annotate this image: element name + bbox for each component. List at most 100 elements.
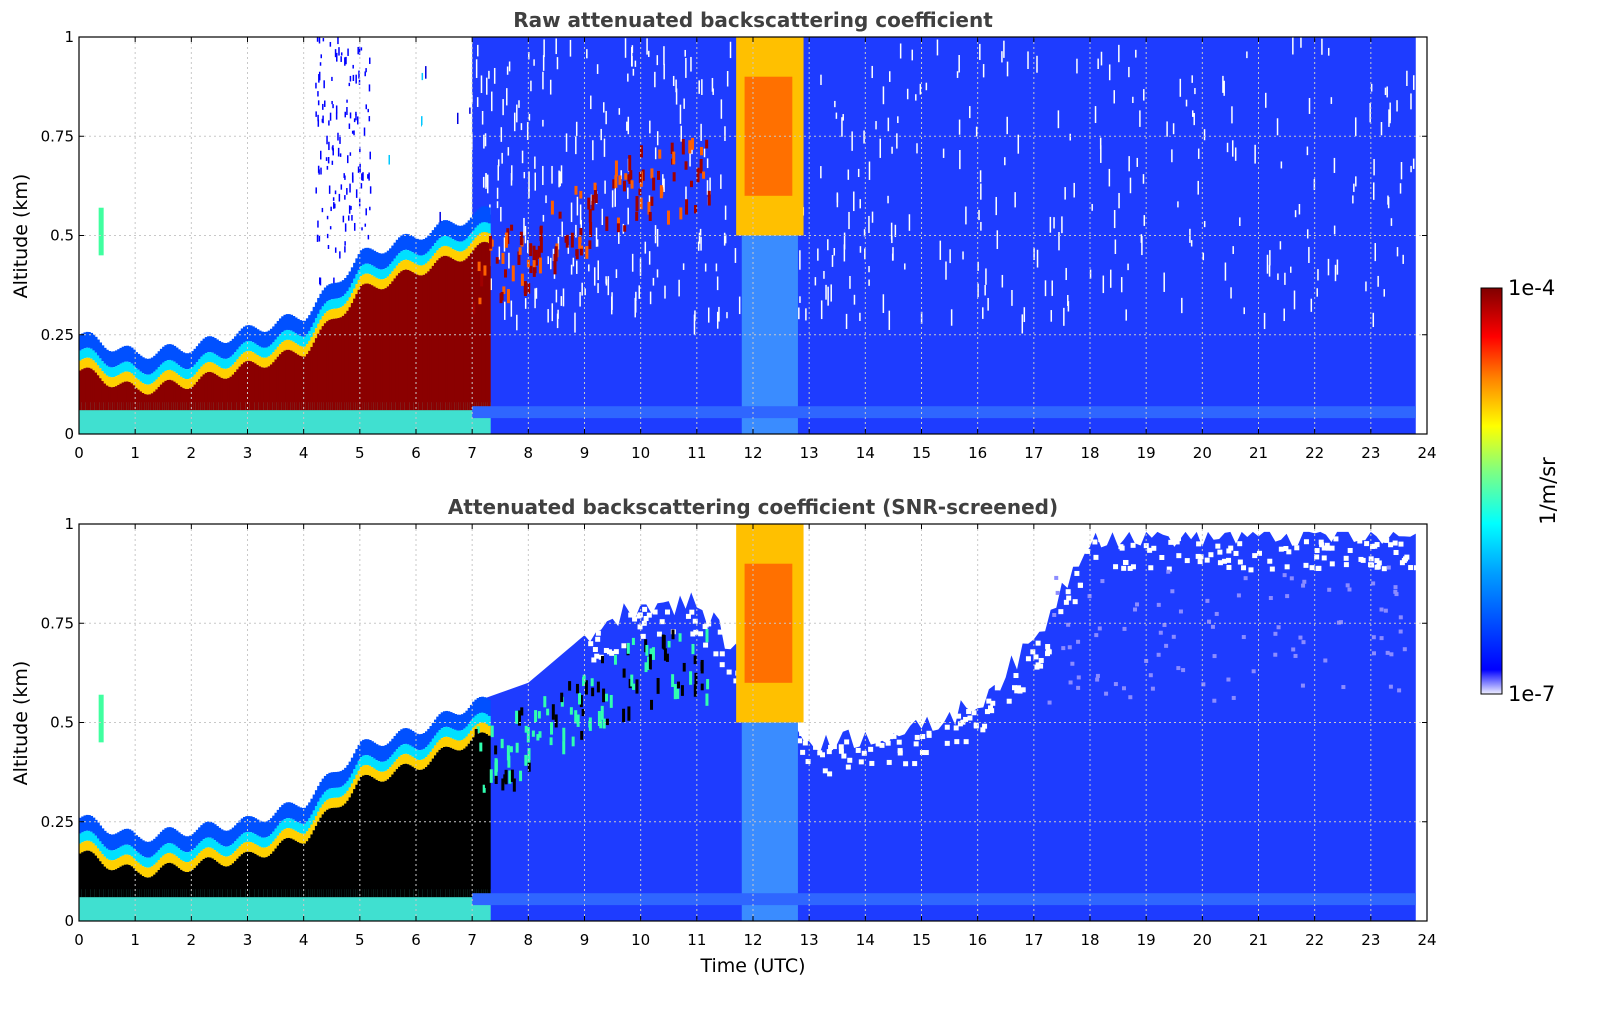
layer-edge bbox=[195, 845, 199, 856]
noise-gap bbox=[605, 276, 607, 284]
layer-edge bbox=[321, 290, 325, 307]
near-surface-signal bbox=[346, 402, 350, 434]
layer-edge bbox=[283, 829, 287, 839]
near-surface-signal bbox=[173, 402, 177, 434]
layer-edge bbox=[373, 768, 377, 779]
layer-edge bbox=[101, 854, 105, 865]
screened-edge-gap bbox=[984, 709, 990, 715]
noise-speck bbox=[353, 118, 356, 123]
near-surface-signal bbox=[305, 402, 309, 434]
noise-gap bbox=[892, 247, 894, 261]
screened-edge-gap bbox=[1283, 546, 1289, 552]
layer-edge bbox=[305, 821, 309, 832]
near-surface-signal bbox=[382, 402, 386, 434]
noise-gap bbox=[1333, 157, 1336, 173]
near-surface-signal bbox=[348, 402, 352, 434]
layer-edge bbox=[328, 284, 332, 300]
layer-edge bbox=[472, 727, 475, 738]
layer-edge bbox=[168, 827, 172, 843]
aerosol-layer-core bbox=[139, 874, 143, 898]
screened-weak-speck bbox=[1104, 691, 1109, 696]
screened-weak-speck bbox=[1293, 653, 1298, 658]
screened-edge-gap bbox=[845, 764, 851, 770]
layer-edge bbox=[180, 834, 183, 850]
near-surface-signal bbox=[101, 889, 105, 921]
layer-edge bbox=[469, 233, 473, 244]
layer-edge bbox=[292, 331, 296, 342]
near-surface-signal bbox=[162, 402, 165, 434]
layer-edge bbox=[319, 797, 323, 808]
noise-gap bbox=[724, 126, 726, 142]
near-surface-signal bbox=[353, 402, 356, 434]
layer-edge bbox=[458, 251, 462, 262]
layer-edge bbox=[141, 856, 145, 867]
aerosol-layer-core bbox=[463, 748, 466, 898]
layer-edge bbox=[357, 279, 361, 290]
elevated-layer bbox=[538, 257, 542, 274]
layer-edge bbox=[256, 345, 260, 356]
layer-edge bbox=[269, 354, 273, 365]
aerosol-layer-core bbox=[85, 367, 89, 411]
noise-speck bbox=[365, 208, 367, 216]
noise-gap bbox=[390, 178, 392, 199]
screened-weak-speck bbox=[1094, 633, 1099, 638]
layer-edge bbox=[220, 845, 224, 856]
layer-edge bbox=[330, 798, 334, 808]
screened-edge-gap bbox=[1233, 550, 1239, 556]
noise-gap bbox=[424, 142, 426, 155]
elevated-layer bbox=[500, 738, 504, 749]
aerosol-layer-core bbox=[186, 872, 190, 898]
screened-edge-gap bbox=[875, 741, 881, 747]
elevated-layer bbox=[504, 269, 508, 278]
near-surface-signal bbox=[398, 889, 401, 921]
near-surface-signal bbox=[238, 889, 242, 921]
noise-gap bbox=[1380, 121, 1383, 136]
screened-weak-speck bbox=[1176, 666, 1181, 671]
elevated-layer bbox=[550, 200, 554, 215]
noise-gap bbox=[1113, 90, 1115, 104]
noise-gap bbox=[363, 60, 365, 81]
layer-edge bbox=[371, 249, 374, 266]
layer-edge bbox=[265, 847, 269, 858]
noise-gap bbox=[969, 106, 971, 119]
aerosol-layer-core bbox=[204, 372, 208, 411]
screened-weak-speck bbox=[1156, 652, 1161, 657]
aerosol-layer-core bbox=[308, 838, 311, 898]
layer-edge bbox=[413, 253, 417, 264]
elevated-layer bbox=[510, 769, 514, 782]
layer-edge bbox=[126, 371, 129, 382]
noise-gap bbox=[859, 246, 862, 253]
screened-edge-gap bbox=[1063, 599, 1069, 605]
layer-edge bbox=[189, 835, 192, 852]
near-surface-signal bbox=[247, 402, 251, 434]
layer-edge bbox=[276, 346, 280, 357]
aerosol-layer-core bbox=[92, 853, 96, 898]
noise-speck bbox=[318, 74, 320, 83]
panel-screened-plot: 0 1 2 3 4 5 6 7 8 9 10 11 12 13 14 15 16 17 18 19 20 21 22 23 24… bbox=[41, 515, 1437, 949]
aerosol-layer-core bbox=[362, 775, 365, 898]
screened-edge-gap bbox=[897, 748, 903, 754]
noise-gap bbox=[480, 75, 483, 94]
aerosol-layer-core bbox=[296, 354, 300, 411]
screened-edge-gap bbox=[1368, 556, 1374, 562]
aerosol-layer-core bbox=[305, 354, 309, 411]
elevated-layer bbox=[591, 201, 595, 211]
screened-edge-gap bbox=[1267, 558, 1273, 564]
layer-edge bbox=[310, 311, 314, 328]
noise-gap bbox=[1334, 264, 1337, 282]
near-surface-signal bbox=[191, 402, 195, 434]
aerosol-layer-core bbox=[209, 371, 213, 411]
layer-edge bbox=[202, 364, 206, 375]
aerosol-layer-core bbox=[312, 342, 316, 411]
near-surface-signal bbox=[105, 889, 109, 921]
aerosol-layer-core bbox=[445, 746, 449, 898]
near-surface-signal bbox=[278, 402, 282, 434]
elevated-layer bbox=[594, 185, 598, 199]
near-surface-signal bbox=[256, 402, 260, 434]
layer-edge bbox=[108, 366, 112, 377]
layer-edge bbox=[260, 331, 264, 348]
layer-edge bbox=[198, 343, 201, 360]
noise-gap bbox=[555, 289, 558, 303]
layer-edge bbox=[337, 282, 341, 299]
noise-gap bbox=[456, 172, 459, 187]
